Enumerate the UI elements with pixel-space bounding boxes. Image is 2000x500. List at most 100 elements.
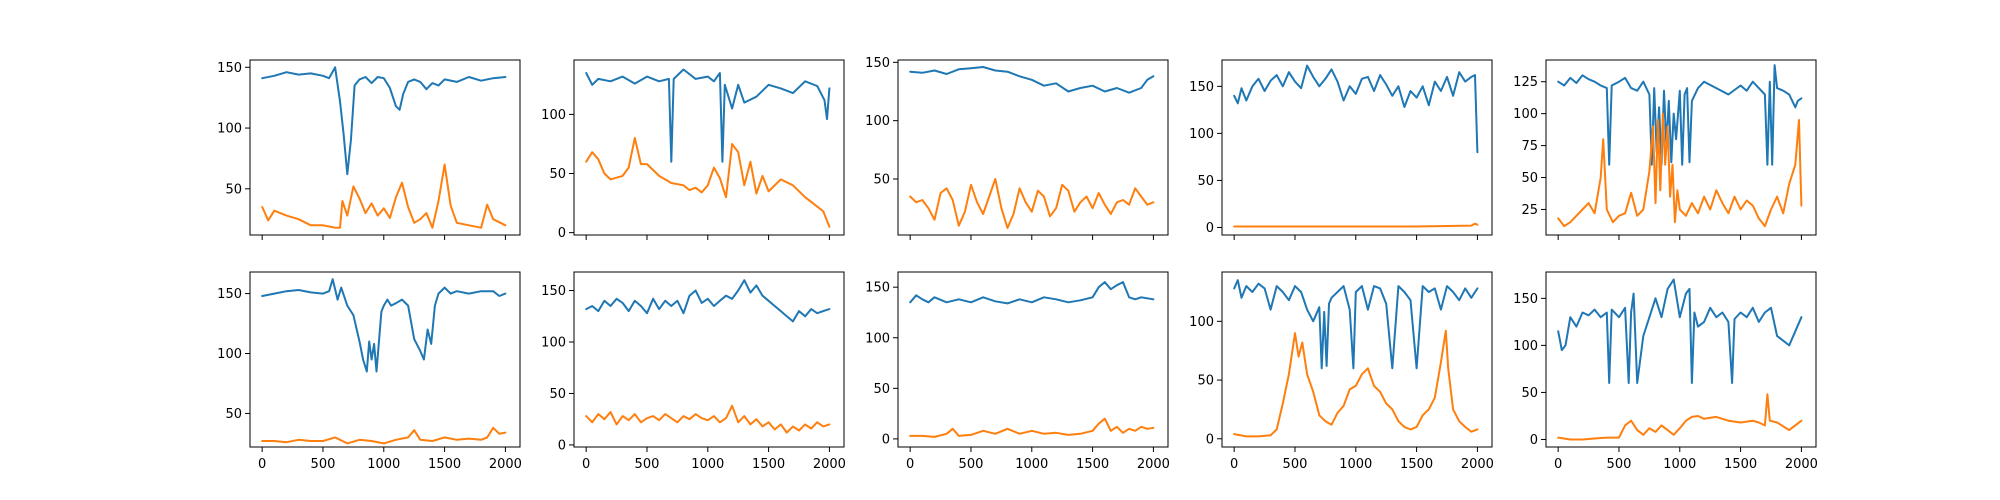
y-tick-label: 0 — [1206, 221, 1214, 236]
series-line-2 — [1557, 112, 1803, 228]
x-tick-label: 1000 — [1663, 457, 1696, 472]
series-line-2 — [1233, 222, 1479, 228]
y-tick-label: 50 — [873, 382, 890, 397]
axes-frame — [249, 271, 521, 448]
x-tick-label: 500 — [311, 457, 336, 472]
subplot-4: 0 50 100 150 — [1189, 59, 1493, 240]
series-line-2 — [585, 137, 831, 228]
y-tick-label: 100 — [1513, 339, 1538, 354]
series-line-2 — [909, 417, 1155, 438]
x-tick-label: 1000 — [1015, 457, 1048, 472]
x-tick-label: 1000 — [367, 457, 400, 472]
x-tick-label: 1500 — [1076, 457, 1109, 472]
x-tick-label: 2000 — [489, 457, 522, 472]
x-tick-label: 1000 — [1339, 457, 1372, 472]
y-tick-label: 0 — [558, 226, 566, 241]
y-tick-label: 50 — [1521, 386, 1538, 401]
y-tick-label: 150 — [1189, 80, 1214, 95]
y-tick-label: 75 — [1521, 139, 1538, 154]
axes-frame — [573, 271, 845, 448]
axes-frame — [1221, 271, 1493, 448]
axes-frame — [249, 59, 521, 236]
y-tick-label: 0 — [1530, 433, 1538, 448]
y-tick-label: 50 — [549, 387, 566, 402]
subplot-2: 0 50 100 — [541, 59, 845, 241]
series-line-1 — [585, 279, 831, 323]
y-tick-label: 100 — [1189, 315, 1214, 330]
x-tick-label: 0 — [1554, 457, 1562, 472]
series-line-1 — [909, 66, 1155, 94]
y-tick-label: 0 — [882, 432, 890, 447]
y-tick-label: 50 — [225, 407, 242, 422]
x-tick-label: 1500 — [752, 457, 785, 472]
x-tick-label: 500 — [959, 457, 984, 472]
y-tick-label: 50 — [1197, 374, 1214, 389]
x-tick-label: 0 — [258, 457, 266, 472]
y-tick-label: 25 — [1521, 203, 1538, 218]
y-tick-label: 100 — [865, 331, 890, 346]
y-tick-label: 150 — [541, 284, 566, 299]
y-tick-label: 50 — [225, 182, 242, 197]
x-tick-label: 1500 — [1724, 457, 1757, 472]
series-line-1 — [1557, 278, 1803, 384]
x-tick-label: 500 — [635, 457, 660, 472]
subplot-5: 25 50 75 100 125 — [1513, 59, 1817, 240]
series-line-1 — [909, 281, 1155, 305]
series-line-1 — [261, 278, 507, 373]
x-tick-label: 1000 — [691, 457, 724, 472]
x-tick-label: 500 — [1607, 457, 1632, 472]
x-tick-label: 0 — [906, 457, 914, 472]
x-tick-label: 1500 — [428, 457, 461, 472]
y-tick-label: 100 — [217, 347, 242, 362]
y-tick-label: 150 — [217, 287, 242, 302]
x-tick-label: 2000 — [1461, 457, 1494, 472]
subplot-1: 50 100 150 — [217, 59, 521, 240]
y-tick-label: 50 — [549, 167, 566, 182]
y-tick-label: 125 — [1513, 75, 1538, 90]
y-tick-label: 150 — [865, 281, 890, 296]
axes-frame — [897, 271, 1169, 448]
x-tick-label: 2000 — [1137, 457, 1170, 472]
y-tick-label: 0 — [558, 438, 566, 453]
y-tick-label: 100 — [217, 122, 242, 137]
series-line-1 — [1557, 64, 1803, 166]
series-line-1 — [585, 68, 831, 163]
y-tick-label: 100 — [541, 336, 566, 351]
y-tick-label: 100 — [865, 114, 890, 129]
series-line-2 — [261, 426, 507, 445]
y-tick-label: 0 — [1206, 432, 1214, 447]
x-tick-label: 1500 — [1400, 457, 1433, 472]
y-tick-label: 50 — [1521, 171, 1538, 186]
series-line-1 — [1233, 279, 1479, 370]
axes-frame — [1545, 271, 1817, 448]
axes-frame — [897, 59, 1169, 236]
x-tick-label: 2000 — [813, 457, 846, 472]
x-tick-label: 0 — [582, 457, 590, 472]
series-line-1 — [261, 66, 507, 176]
y-tick-label: 100 — [541, 108, 566, 123]
y-tick-label: 100 — [1513, 107, 1538, 122]
y-tick-label: 150 — [865, 56, 890, 71]
y-tick-label: 150 — [217, 61, 242, 76]
series-line-2 — [1233, 329, 1479, 438]
series-line-2 — [909, 178, 1155, 229]
x-tick-label: 2000 — [1785, 457, 1818, 472]
axes-frame — [1545, 59, 1817, 236]
series-line-1 — [1233, 64, 1479, 154]
x-tick-label: 500 — [1283, 457, 1308, 472]
subplot-3: 50 100 150 — [865, 56, 1169, 240]
axes-frame — [573, 59, 845, 236]
y-tick-label: 150 — [1513, 292, 1538, 307]
series-line-2 — [1557, 393, 1803, 441]
y-tick-label: 100 — [1189, 127, 1214, 142]
series-line-2 — [261, 163, 507, 229]
axes-frame — [1221, 59, 1493, 236]
series-line-2 — [585, 404, 831, 434]
y-tick-label: 50 — [873, 173, 890, 188]
